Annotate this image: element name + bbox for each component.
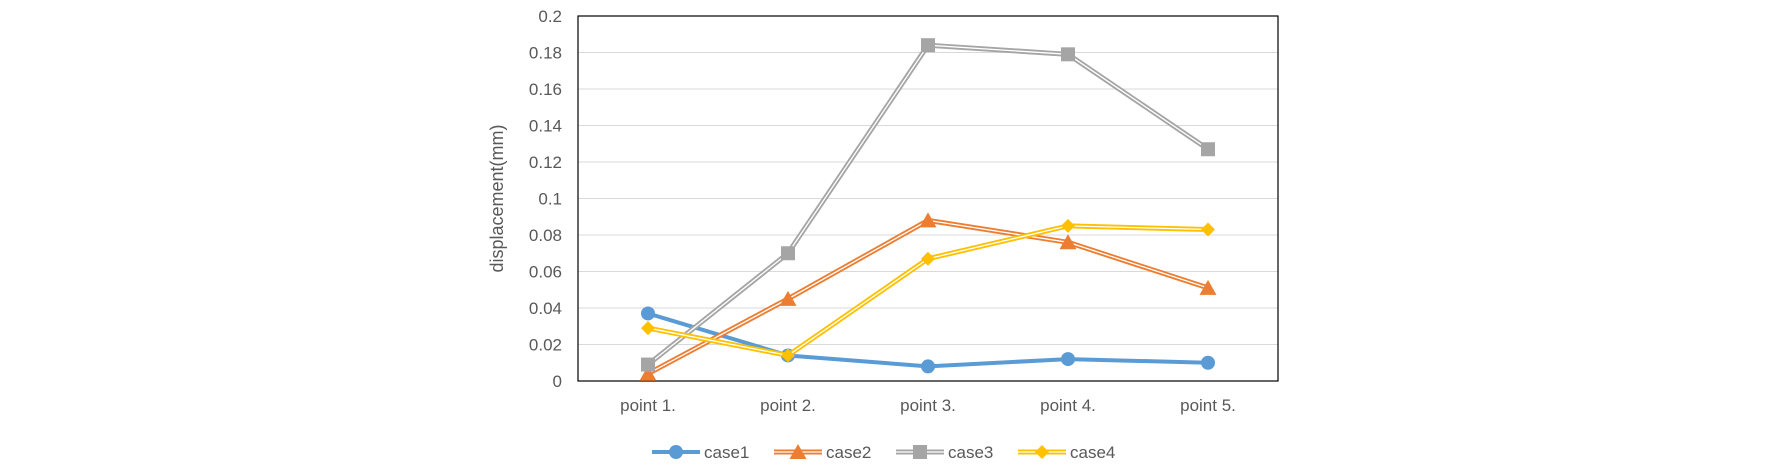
series-case1: [641, 306, 1215, 374]
series-line-inner: [647, 225, 1209, 357]
x-tick-label: point 2.: [760, 396, 816, 415]
series-line: [646, 42, 1210, 367]
x-tick-label: point 3.: [900, 396, 956, 415]
y-tick-label: 0.06: [529, 263, 562, 282]
data-point: [1061, 47, 1075, 62]
y-tick-label: 0.12: [529, 153, 562, 172]
data-point: [1201, 222, 1215, 237]
x-tick-label: point 1.: [620, 396, 676, 415]
legend-item-case3: case3: [896, 443, 993, 462]
legend-marker: [1035, 445, 1049, 459]
data-point: [1199, 279, 1217, 295]
x-tick-label: point 4.: [1040, 396, 1096, 415]
y-tick-label: 0.18: [529, 44, 562, 63]
data-point: [1059, 234, 1077, 250]
legend-item-case2: case2: [774, 443, 871, 462]
series-lines: [639, 38, 1217, 381]
data-point: [921, 38, 935, 53]
x-axis-ticks: point 1. point 2. point 3. point 4. point 5.: [620, 396, 1236, 415]
y-tick-label: 0.08: [529, 226, 562, 245]
plot-area-frame: [577, 15, 1279, 382]
data-point: [1061, 218, 1075, 233]
data-point: [641, 306, 655, 321]
data-point: [641, 321, 655, 336]
data-point: [779, 290, 797, 306]
data-point: [921, 359, 935, 374]
y-tick-label: 0.16: [529, 80, 562, 99]
data-point: [1201, 355, 1215, 370]
data-point: [641, 357, 655, 372]
y-tick-label: 0.14: [529, 117, 562, 136]
legend-label: case3: [948, 443, 993, 462]
y-axis-ticks: 0 0.02 0.04 0.06 0.08 0.1 0.12 0.14 0.16 0.18 0.2: [529, 7, 562, 391]
data-point: [921, 251, 935, 266]
legend: case1 case2 case3 case4: [652, 443, 1115, 462]
legend-label: case2: [826, 443, 871, 462]
series-case4: [641, 218, 1215, 363]
series-case3: [641, 38, 1215, 372]
data-point: [639, 365, 657, 381]
legend-label: case1: [704, 443, 749, 462]
series-case2: [639, 212, 1217, 381]
data-point: [919, 212, 937, 228]
data-point: [781, 246, 795, 261]
legend-item-case1: case1: [652, 443, 749, 462]
legend-marker: [913, 445, 927, 459]
x-tick-label: point 5.: [1180, 396, 1236, 415]
legend-marker: [789, 444, 807, 459]
data-point: [1061, 352, 1075, 367]
data-point: [781, 348, 795, 363]
y-tick-label: 0: [553, 372, 562, 391]
y-tick-label: 0.02: [529, 336, 562, 355]
series-line: [647, 311, 1209, 369]
legend-marker: [669, 445, 683, 459]
y-axis-title: displacement(mm): [487, 124, 507, 272]
legend-item-case4: case4: [1018, 443, 1115, 462]
legend-label: case4: [1070, 443, 1115, 462]
gridlines: [578, 52, 1278, 345]
y-tick-label: 0.2: [538, 7, 562, 26]
y-tick-label: 0.1: [538, 190, 562, 209]
data-point: [1201, 142, 1215, 157]
series-line: [647, 223, 1209, 358]
y-tick-label: 0.04: [529, 299, 562, 318]
